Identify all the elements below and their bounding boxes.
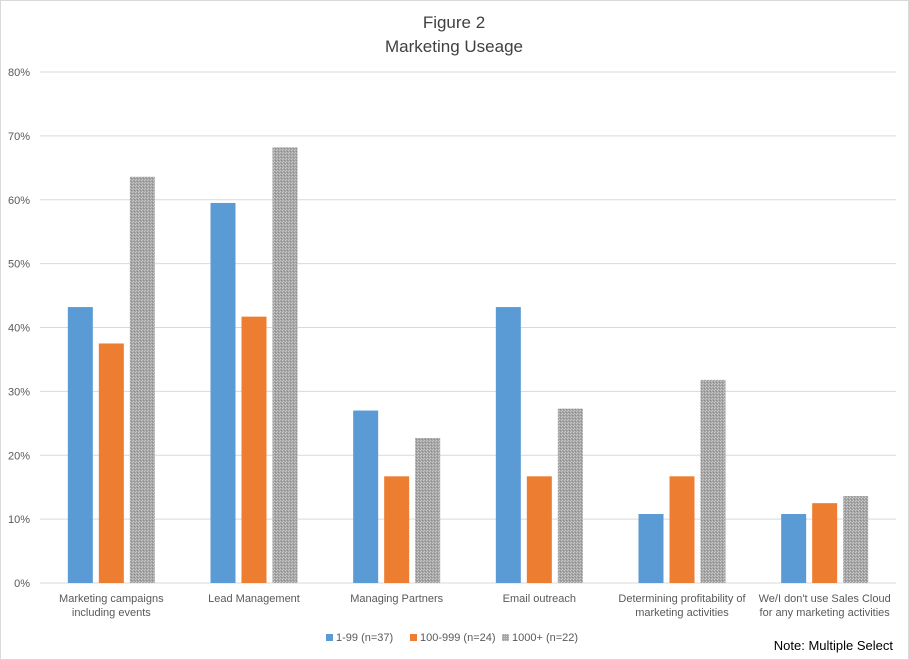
legend-label: 100-999 (n=24): [420, 632, 496, 644]
bars: [67, 147, 869, 583]
bar: [843, 496, 869, 583]
chart-title-line: Figure 2: [423, 13, 485, 32]
chart-title-line: Marketing Useage: [385, 37, 523, 56]
bar: [353, 410, 379, 583]
legend-swatch: [326, 634, 333, 641]
bar: [781, 514, 807, 583]
bar: [638, 514, 664, 583]
chart-title: Figure 2 Marketing Useage: [385, 13, 523, 56]
y-axis: 0% 10% 20% 30% 40% 50% 60% 70% 80%: [8, 67, 30, 590]
x-category-label: for any marketing activities: [760, 607, 891, 619]
bar: [241, 316, 267, 583]
bar: [700, 379, 726, 583]
legend-swatch: [410, 634, 417, 641]
bar: [669, 476, 695, 583]
bar: [526, 476, 552, 583]
y-tick-label: 40%: [8, 323, 30, 335]
legend-label: 1000+ (n=22): [512, 632, 578, 644]
bar: [495, 307, 521, 583]
legend-swatch: [502, 634, 509, 641]
x-category-label: Lead Management: [208, 593, 300, 605]
x-category-label: marketing activities: [635, 607, 729, 619]
gridlines: [40, 71, 896, 584]
bar: [67, 307, 93, 583]
y-tick-label: 60%: [8, 195, 30, 207]
x-category-label: Managing Partners: [350, 593, 443, 605]
bar: [129, 176, 155, 583]
y-tick-label: 30%: [8, 386, 30, 398]
y-tick-label: 70%: [8, 131, 30, 143]
x-category-label: We/I don't use Sales Cloud: [759, 593, 891, 605]
bar: [415, 438, 441, 583]
bar: [272, 147, 298, 583]
y-tick-label: 0%: [14, 578, 30, 590]
bar: [384, 476, 410, 583]
y-tick-label: 80%: [8, 67, 30, 79]
bar: [210, 202, 236, 583]
bar: [557, 408, 583, 583]
x-category-label: Marketing campaigns: [59, 593, 164, 605]
bar: [98, 343, 124, 583]
note-text: Note: Multiple Select: [774, 638, 894, 653]
y-tick-label: 20%: [8, 450, 30, 462]
y-tick-label: 10%: [8, 514, 30, 526]
legend: 1-99 (n=37) 100-999 (n=24) 1000+ (n=22): [326, 632, 578, 644]
x-axis: Marketing campaigns including events Lead …: [59, 593, 891, 619]
legend-label: 1-99 (n=37): [336, 632, 393, 644]
bar: [812, 503, 838, 583]
x-category-label: Email outreach: [503, 593, 576, 605]
y-tick-label: 50%: [8, 259, 30, 271]
x-category-label: including events: [72, 607, 151, 619]
x-category-label: Determining profitability of: [618, 593, 746, 605]
